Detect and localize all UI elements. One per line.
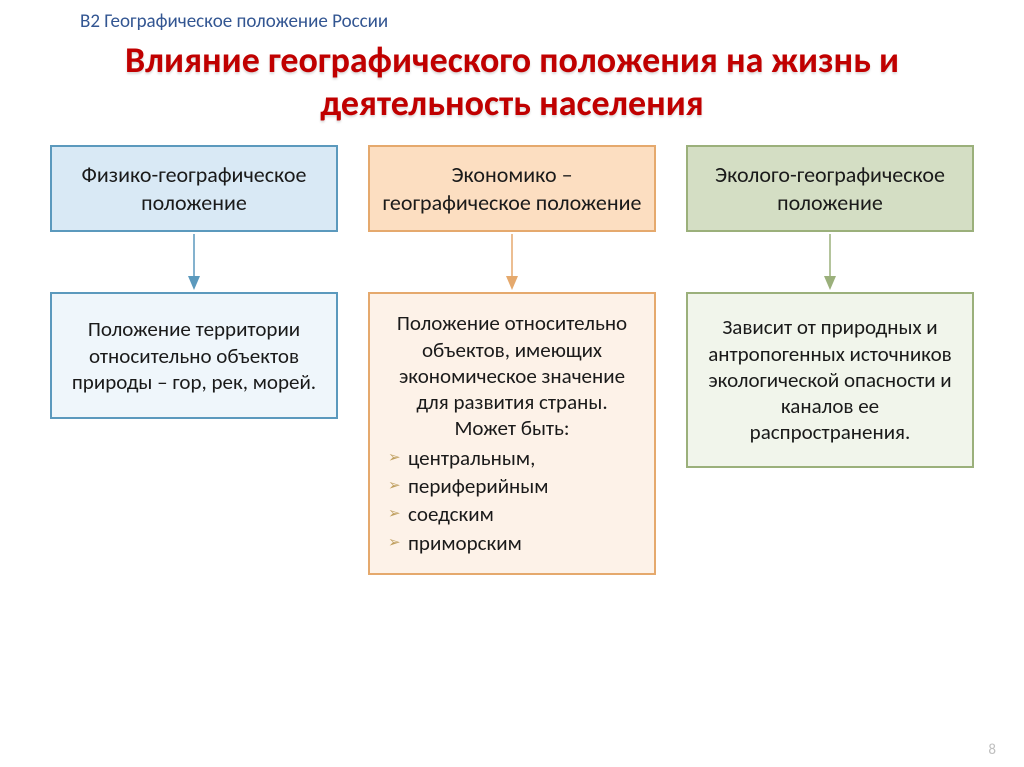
box-ecological-top: Эколого-географическое положение	[686, 145, 974, 232]
column-economic: Экономико – географическое положение Пол…	[368, 145, 656, 575]
topic-label: В2 Географическое положение России	[80, 10, 388, 33]
column-ecological: Эколого-географическое положение Зависит…	[686, 145, 974, 575]
list-item: соедским	[388, 500, 636, 528]
arrow-down-icon	[184, 232, 204, 292]
list-item: центральным,	[388, 444, 636, 472]
list-item: приморским	[388, 529, 636, 557]
page-number: 8	[988, 741, 996, 759]
economic-bullet-list: центральным, периферийным соедским примо…	[388, 444, 636, 557]
economic-intro-text: Положение относительно объектов, имеющих…	[388, 310, 636, 441]
arrow-down-icon	[502, 232, 522, 292]
diagram-columns: Физико-географическое положение Положени…	[0, 145, 1024, 575]
box-economic-bottom: Положение относительно объектов, имеющих…	[368, 292, 656, 575]
box-physical-top: Физико-географическое положение	[50, 145, 338, 232]
column-physical: Физико-географическое положение Положени…	[50, 145, 338, 575]
box-physical-bottom: Положение территории относительно объект…	[50, 292, 338, 419]
box-economic-top: Экономико – географическое положение	[368, 145, 656, 232]
page-title: Влияние географического положения на жиз…	[0, 33, 1024, 145]
list-item: периферийным	[388, 472, 636, 500]
arrow-down-icon	[820, 232, 840, 292]
box-ecological-bottom: Зависит от природных и антропогенных ист…	[686, 292, 974, 467]
